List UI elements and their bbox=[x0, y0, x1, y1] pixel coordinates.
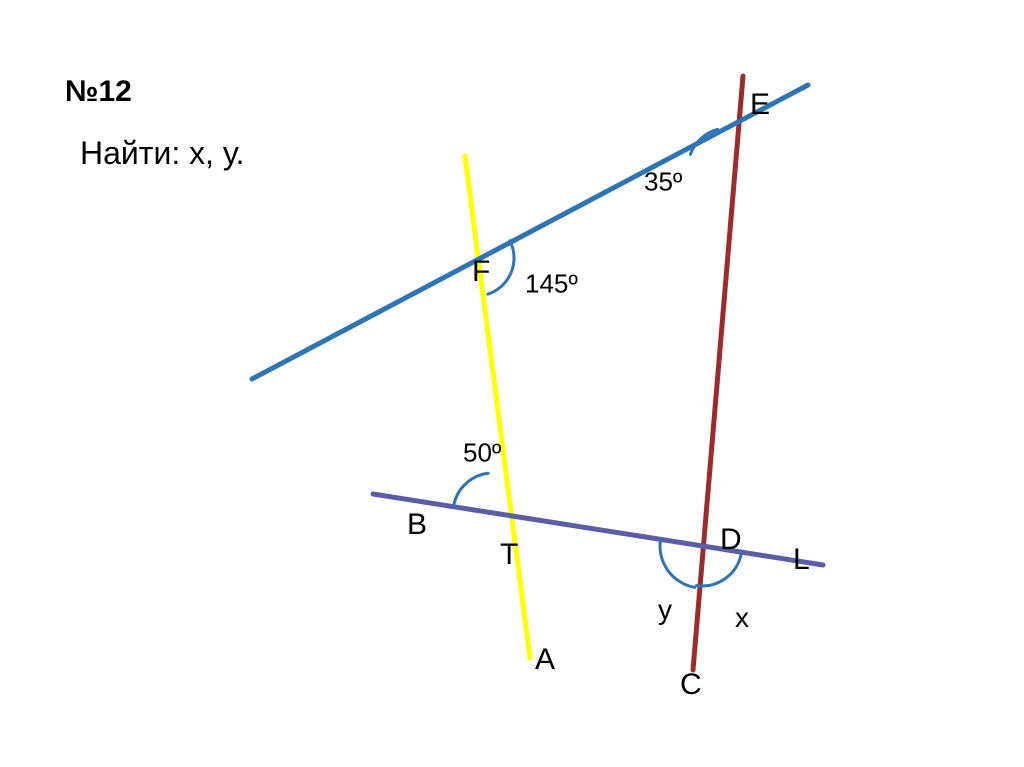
point-T: T bbox=[500, 538, 518, 572]
angle-x-label: x bbox=[735, 602, 749, 634]
point-B: B bbox=[407, 508, 427, 542]
angle-y-label: y bbox=[658, 594, 672, 626]
diagram-stage: №12 Найти: х, у. 35º 145º 50º y x E F B … bbox=[0, 0, 1024, 767]
point-D: D bbox=[720, 523, 742, 557]
point-E: E bbox=[750, 88, 770, 122]
point-F: F bbox=[472, 255, 490, 289]
geometry-svg bbox=[0, 0, 1024, 767]
point-C: C bbox=[680, 668, 702, 702]
point-L: L bbox=[793, 543, 810, 577]
angle-35-label: 35º bbox=[644, 167, 682, 198]
angle-50-label: 50º bbox=[463, 438, 501, 469]
angle-145-label: 145º bbox=[525, 269, 578, 300]
point-A: A bbox=[535, 643, 555, 677]
